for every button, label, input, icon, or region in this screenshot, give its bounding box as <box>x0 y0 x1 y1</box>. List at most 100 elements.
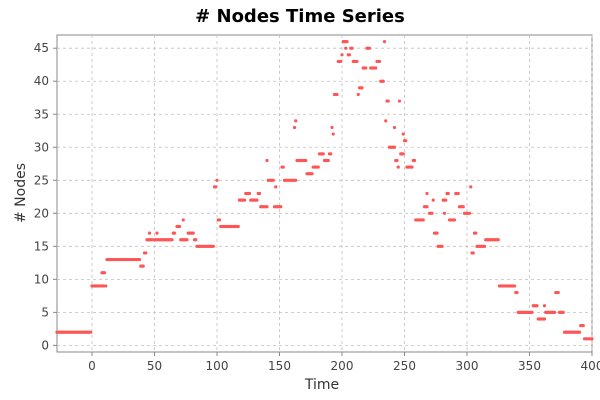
data-point <box>590 337 594 341</box>
data-point <box>425 205 429 209</box>
data-point <box>395 158 399 163</box>
data-point <box>431 198 435 202</box>
data-point <box>577 330 582 334</box>
data-point <box>384 119 388 123</box>
grid-lines <box>57 35 593 352</box>
plot-area <box>56 34 593 353</box>
data-point <box>496 238 500 242</box>
data-point <box>247 191 252 196</box>
y-tick-label: 15 <box>34 239 49 253</box>
y-tick-label: 35 <box>34 107 49 121</box>
data-point <box>172 231 177 235</box>
data-point <box>396 165 400 169</box>
data-point <box>350 46 354 50</box>
data-point <box>482 244 487 248</box>
data-point <box>265 205 269 209</box>
data-point <box>444 198 448 202</box>
y-tick-label: 20 <box>34 206 49 220</box>
y-axis-ticks: 0 5 10 15 20 25 30 35 40 45 <box>34 41 57 352</box>
data-point <box>214 185 218 189</box>
y-axis-label: # Nodes <box>13 163 29 223</box>
data-point <box>330 125 334 130</box>
data-point <box>89 330 93 334</box>
data-point <box>294 178 298 182</box>
data-point <box>561 310 565 314</box>
data-point <box>217 218 222 222</box>
data-point <box>452 218 457 222</box>
x-tick-label: 400 <box>581 359 600 373</box>
y-tick-label: 25 <box>34 173 49 187</box>
data-point <box>542 317 547 321</box>
data-points <box>55 40 594 341</box>
data-point <box>515 290 519 295</box>
data-point <box>412 158 417 163</box>
data-point <box>467 211 472 215</box>
data-point <box>456 191 460 196</box>
x-tick-label: 250 <box>393 359 416 373</box>
y-tick-label: 0 <box>41 338 49 352</box>
data-point <box>355 59 359 64</box>
data-point <box>281 165 285 169</box>
data-point <box>471 251 475 255</box>
data-point <box>194 238 198 242</box>
y-tick-label: 45 <box>34 41 49 55</box>
data-point <box>425 191 429 196</box>
data-point <box>367 46 372 50</box>
data-point <box>446 191 450 196</box>
data-point <box>147 231 152 235</box>
data-point <box>512 284 517 288</box>
data-point <box>177 224 182 229</box>
data-point <box>321 152 325 156</box>
data-point <box>360 86 364 90</box>
data-point <box>255 198 259 202</box>
data-point <box>104 284 108 288</box>
data-point <box>581 323 585 328</box>
data-point <box>401 132 405 136</box>
data-point <box>421 218 425 222</box>
data-point <box>530 310 534 314</box>
x-tick-label: 200 <box>331 359 354 373</box>
x-tick-label: 350 <box>518 359 541 373</box>
x-tick-label: 150 <box>268 359 291 373</box>
data-point <box>430 211 434 215</box>
data-point <box>101 284 105 288</box>
data-point <box>185 238 189 242</box>
data-point <box>382 40 387 44</box>
data-point <box>440 244 444 248</box>
data-point <box>271 178 275 182</box>
data-point <box>410 165 414 169</box>
data-point <box>236 224 240 229</box>
data-point <box>404 139 408 143</box>
data-point <box>304 158 308 163</box>
data-point <box>435 231 439 235</box>
data-point <box>292 125 297 130</box>
data-point <box>364 66 368 70</box>
data-point <box>345 40 349 44</box>
data-point <box>344 46 348 50</box>
data-point <box>141 264 145 268</box>
data-point <box>542 304 547 308</box>
data-point <box>386 99 390 103</box>
data-point <box>331 132 335 136</box>
chart-title: # Nodes Time Series <box>195 6 405 27</box>
x-tick-label: 100 <box>206 359 229 373</box>
data-point <box>215 178 219 182</box>
data-point <box>316 165 320 169</box>
data-point <box>401 152 405 156</box>
x-tick-label: 50 <box>147 359 162 373</box>
data-point <box>170 238 174 242</box>
data-point <box>274 185 278 189</box>
data-point <box>335 92 339 97</box>
x-tick-label: 0 <box>88 359 96 373</box>
data-point <box>381 79 385 83</box>
data-point <box>326 158 330 163</box>
data-point <box>150 238 154 242</box>
data-point <box>392 145 397 149</box>
data-point <box>340 53 344 57</box>
data-point <box>155 231 159 235</box>
data-point <box>377 59 382 64</box>
data-point <box>242 198 247 202</box>
data-point <box>397 99 402 103</box>
data-point <box>137 257 142 262</box>
data-point <box>442 211 447 215</box>
